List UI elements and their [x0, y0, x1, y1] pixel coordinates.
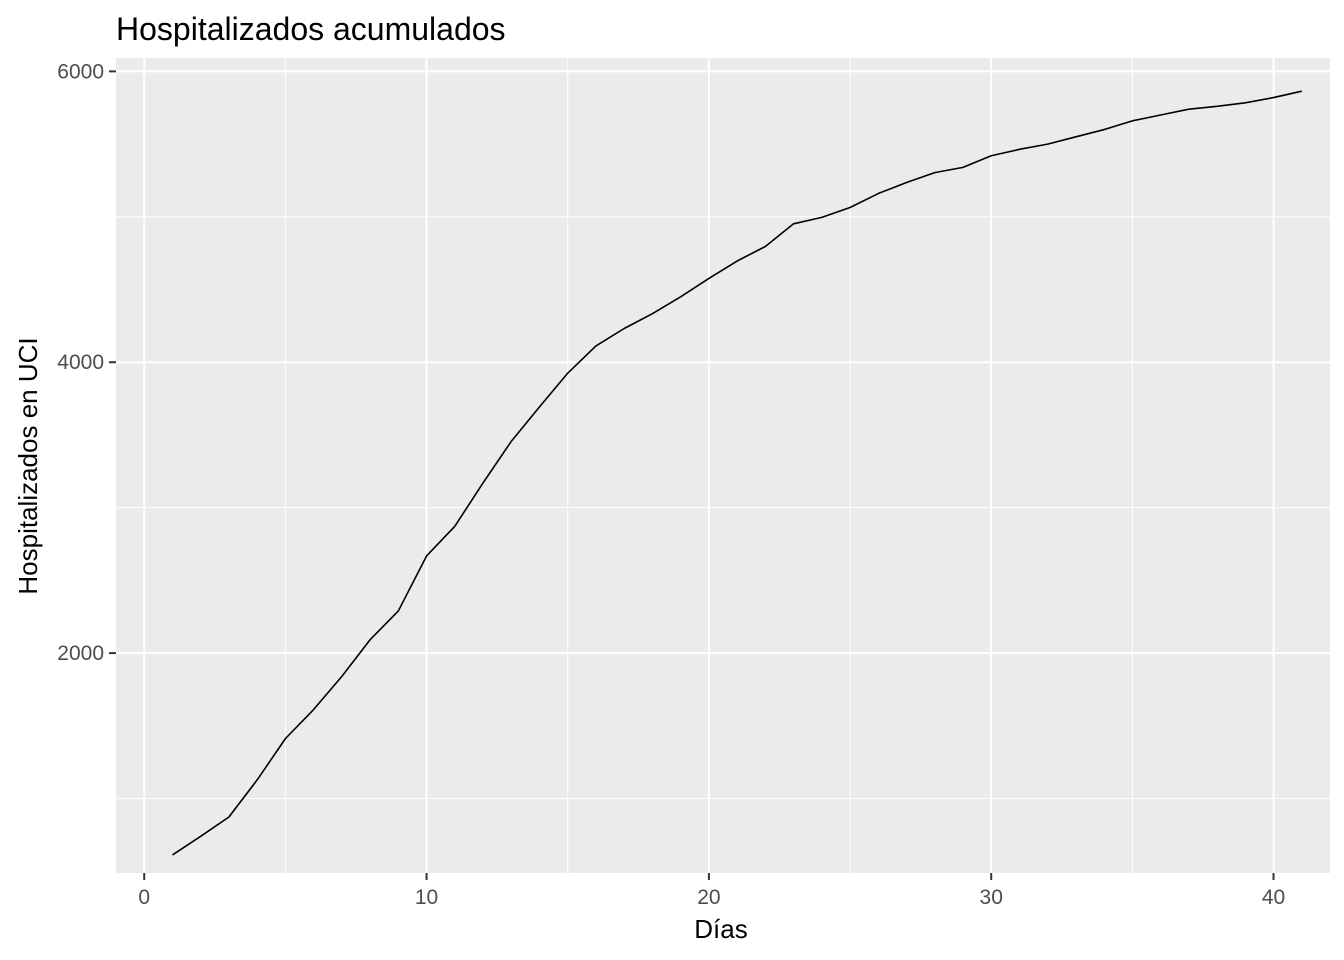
- x-axis-label: Días: [694, 914, 747, 944]
- y-axis: 2000 4000 6000: [57, 60, 116, 665]
- series-line: [172, 90, 1302, 856]
- y-tick-label: 4000: [57, 351, 104, 374]
- y-tick-label: 2000: [57, 642, 104, 665]
- y-axis-label: Hospitalizados en UCI: [13, 337, 43, 594]
- x-tick-label: 40: [1262, 886, 1285, 909]
- x-tick-label: 0: [138, 886, 150, 909]
- x-tick-label: 10: [415, 886, 438, 909]
- x-tick-label: 30: [980, 886, 1003, 909]
- chart-title: Hospitalizados acumulados: [116, 11, 506, 47]
- x-axis: 0 10 20 30 40: [138, 873, 1285, 909]
- x-tick-label: 20: [697, 886, 720, 909]
- y-tick-label: 6000: [57, 60, 104, 83]
- panel-background: [116, 58, 1330, 873]
- plot-area: [116, 58, 1330, 873]
